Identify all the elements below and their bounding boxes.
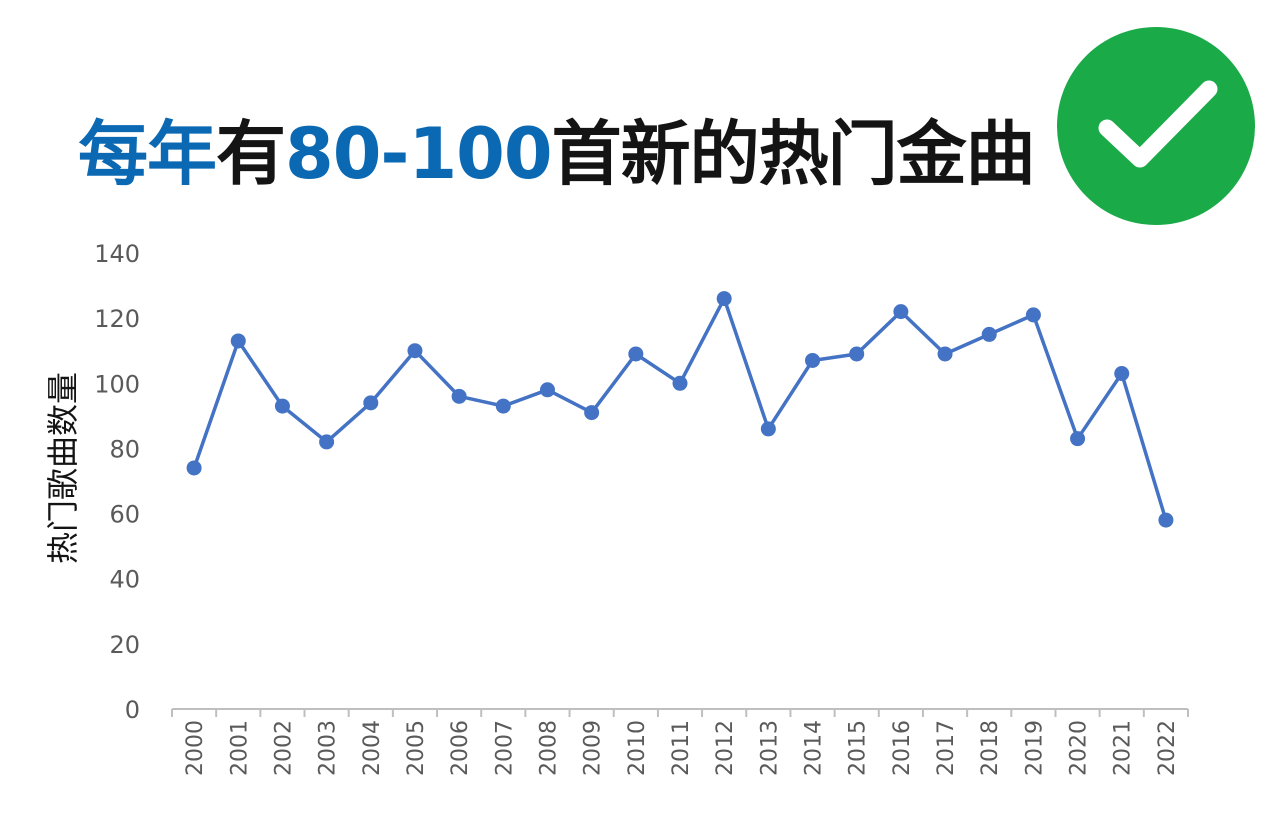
x-tick-label: 2014: [802, 720, 827, 776]
x-tick-label: 2021: [1111, 720, 1136, 776]
checkmark-stroke: [1098, 80, 1218, 168]
title-part-2: 有: [216, 113, 286, 195]
title-part-3: 80-100: [285, 113, 553, 195]
data-point: [1025, 307, 1041, 323]
x-tick-label: 2009: [581, 720, 606, 776]
x-tick-label: 2006: [448, 720, 473, 776]
y-tick-label: 100: [94, 370, 140, 398]
x-tick-label: 2022: [1155, 720, 1180, 776]
x-tick-label: 2019: [1022, 720, 1047, 776]
y-tick-label: 140: [94, 240, 140, 268]
badge-circle: [1057, 27, 1255, 225]
data-point: [1114, 366, 1130, 382]
x-tick-label: 2015: [846, 720, 871, 776]
data-point: [805, 352, 821, 368]
x-tick-label: 2004: [360, 720, 385, 776]
y-tick-label: 40: [109, 566, 140, 594]
x-tick-label: 2013: [757, 720, 782, 776]
data-point: [981, 326, 997, 342]
data-point: [716, 291, 732, 307]
x-tick-label: 2005: [404, 720, 429, 776]
data-point: [849, 346, 865, 362]
x-tick-label: 2001: [227, 720, 252, 776]
series-line: [192, 296, 1168, 522]
x-tick-label: 2003: [316, 720, 341, 776]
data-point: [539, 382, 555, 398]
y-tick-label: 20: [109, 631, 140, 659]
y-tick-label: 80: [109, 435, 140, 463]
x-tick-label: 2008: [536, 720, 561, 776]
data-point: [274, 398, 290, 414]
data-point: [230, 333, 246, 349]
data-point: [495, 398, 511, 414]
data-point: [628, 346, 644, 362]
x-tick-label: 2011: [669, 720, 694, 776]
x-tick-label: 2010: [625, 720, 650, 776]
y-tick-label: 120: [94, 305, 140, 333]
data-point: [1070, 431, 1086, 447]
title-part-4: 首新的热门金曲: [551, 113, 1036, 195]
x-tick-label: 2007: [492, 720, 517, 776]
data-point: [584, 405, 600, 421]
x-tick-label: 2002: [271, 720, 296, 776]
x-tick-label: 2012: [713, 720, 738, 776]
data-point: [672, 375, 688, 391]
checkmark-icon: [1057, 27, 1255, 225]
data-point: [760, 421, 776, 437]
x-tick-label: 2016: [890, 720, 915, 776]
x-tick-label: 2000: [183, 720, 208, 776]
x-tick-label: 2017: [934, 720, 959, 776]
title-part-1: 每年: [78, 113, 217, 195]
x-tick-label: 2018: [978, 720, 1003, 776]
y-tick-label: 0: [125, 696, 140, 724]
data-point: [407, 343, 423, 359]
data-point: [363, 395, 379, 411]
data-point: [186, 460, 202, 476]
x-tick-label: 2020: [1067, 720, 1092, 776]
chart-title: 每年有80-100首新的热门金曲: [78, 104, 1036, 204]
y-tick-label: 60: [109, 501, 140, 529]
y-axis-label: 热门歌曲数量: [44, 372, 82, 564]
data-point: [893, 304, 909, 320]
data-point: [319, 434, 335, 450]
data-point: [1158, 512, 1174, 528]
data-point: [451, 388, 467, 404]
data-point: [937, 346, 953, 362]
